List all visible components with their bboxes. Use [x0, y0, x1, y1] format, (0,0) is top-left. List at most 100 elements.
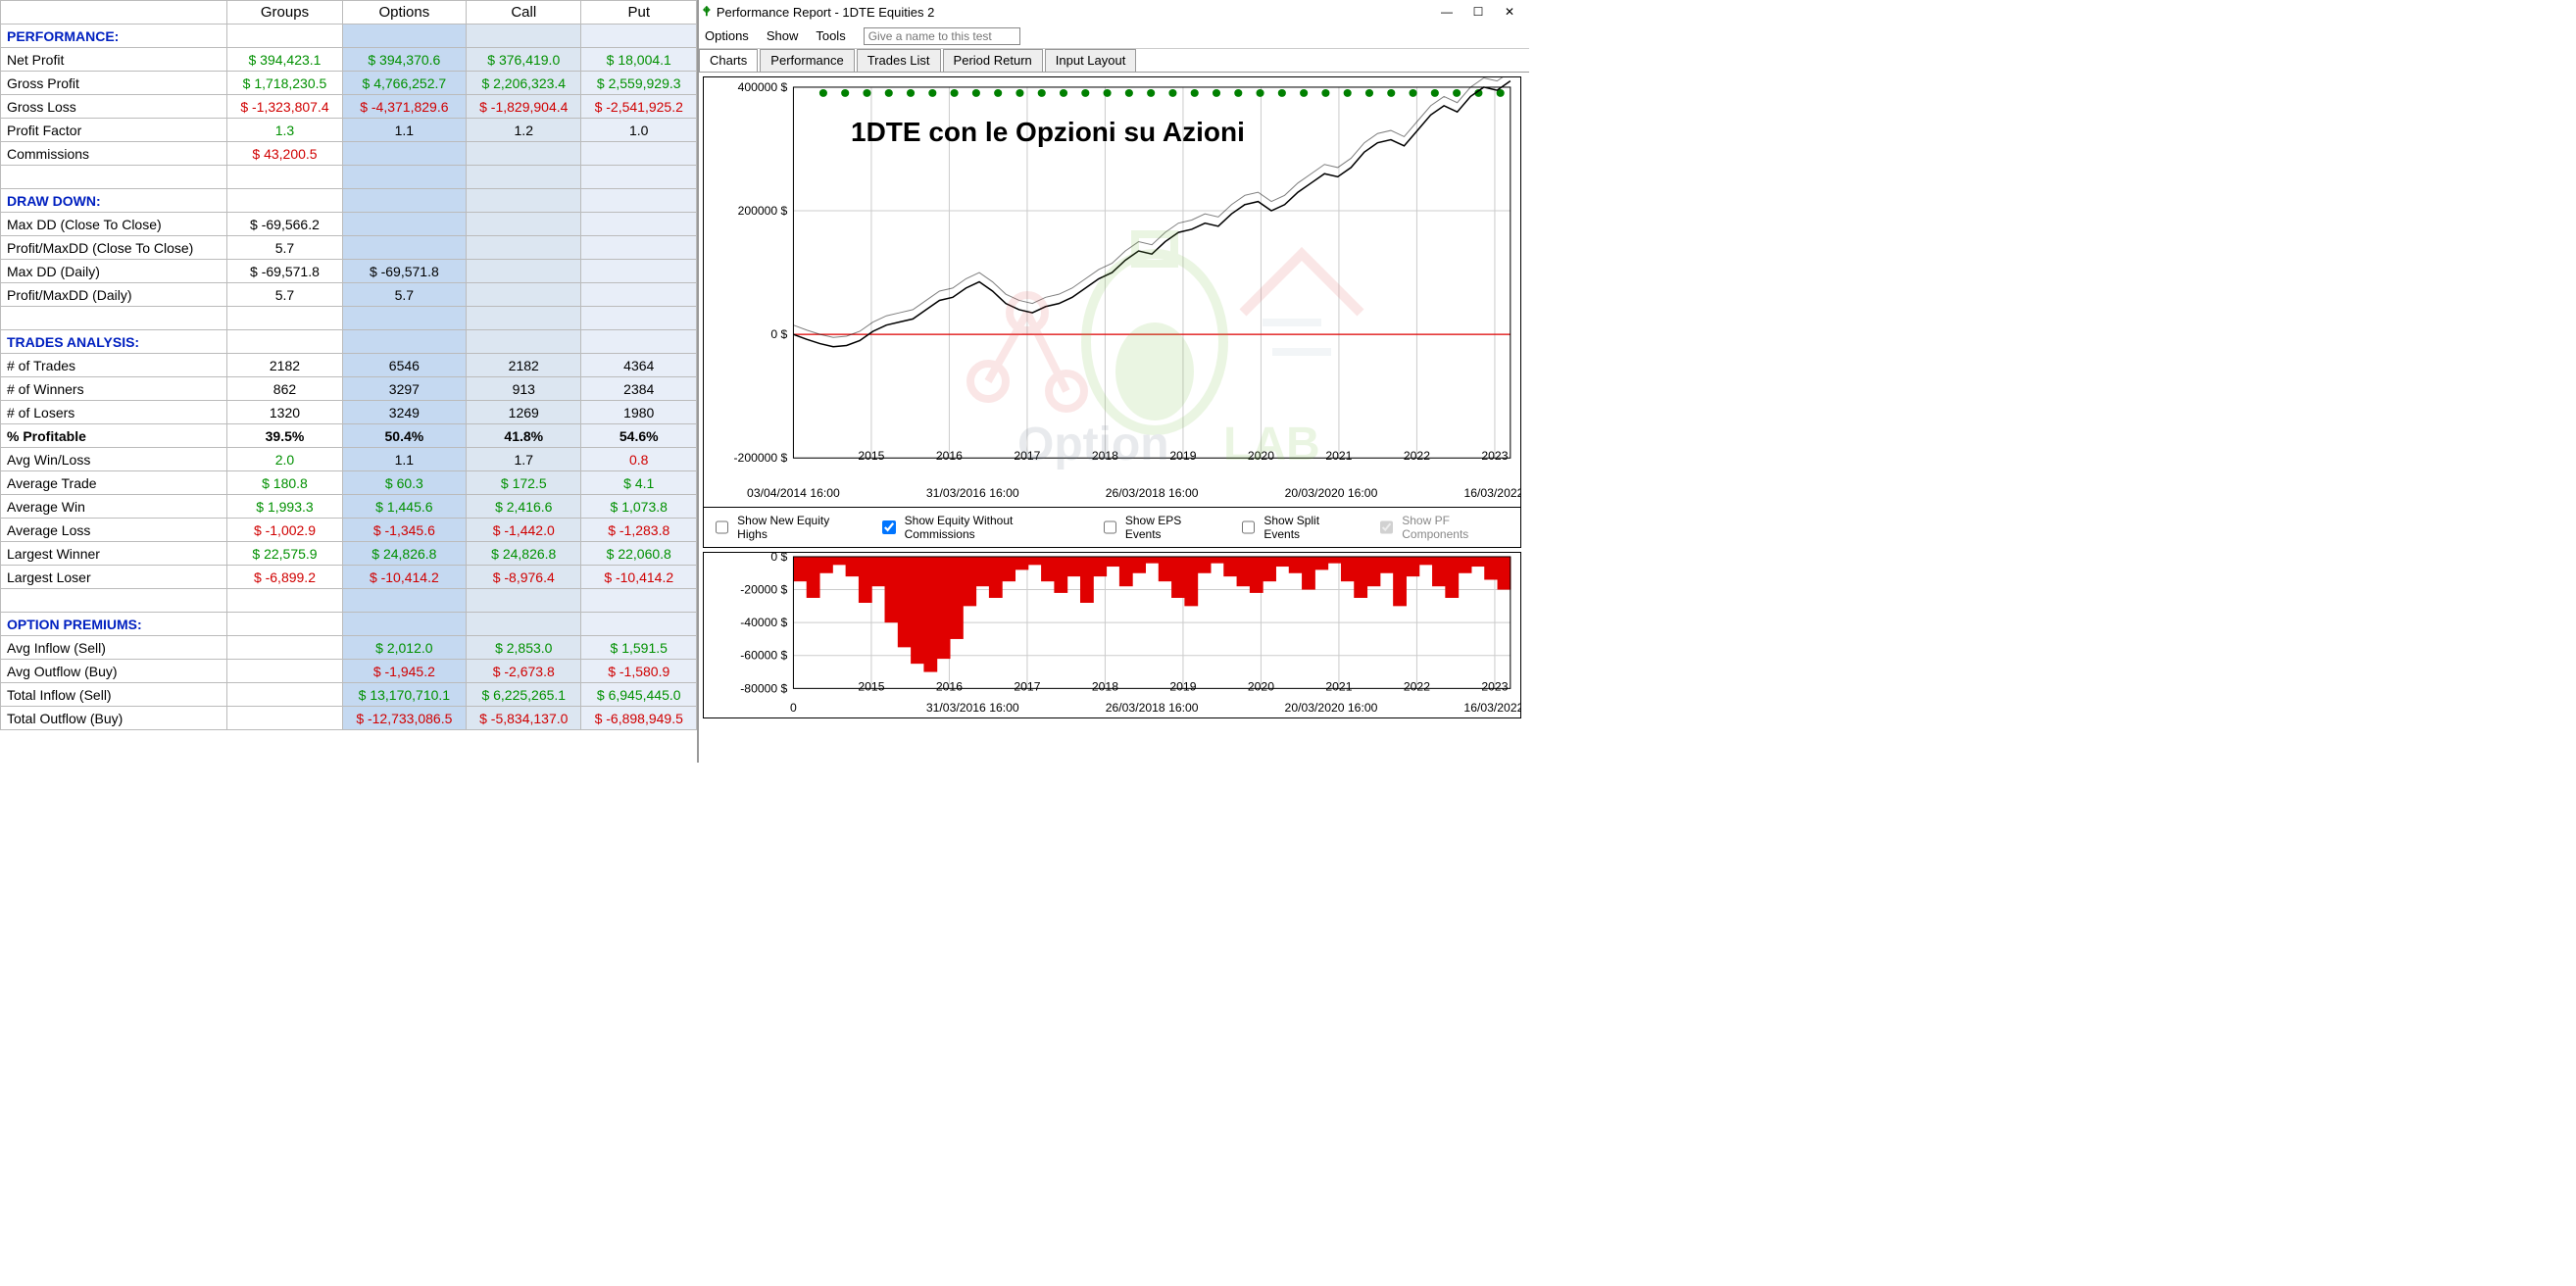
tabbar: ChartsPerformanceTrades ListPeriod Retur… [699, 49, 1529, 73]
test-name-input[interactable] [864, 27, 1020, 45]
checkbox-input[interactable] [1104, 520, 1116, 534]
row-label: % Profitable [1, 424, 227, 448]
chart-option-checkbox: Show PF Components [1376, 514, 1512, 541]
section-header: PERFORMANCE: [1, 25, 227, 48]
table-cell: $ 2,206,323.4 [467, 72, 581, 95]
row-label: Avg Outflow (Buy) [1, 660, 227, 683]
table-row: Largest Loser$ -6,899.2$ -10,414.2$ -8,9… [1, 566, 697, 589]
table-cell: 1269 [467, 401, 581, 424]
table-cell [342, 236, 466, 260]
svg-text:2021: 2021 [1325, 449, 1352, 463]
row-label: Avg Win/Loss [1, 448, 227, 471]
table-row: Avg Win/Loss2.01.11.70.8 [1, 448, 697, 471]
table-cell: 50.4% [342, 424, 466, 448]
table-row: Profit Factor1.31.11.21.0 [1, 119, 697, 142]
table-cell: 41.8% [467, 424, 581, 448]
table-row: # of Losers1320324912691980 [1, 401, 697, 424]
table-cell: 2182 [467, 354, 581, 377]
table-row: Average Trade$ 180.8$ 60.3$ 172.5$ 4.1 [1, 471, 697, 495]
table-cell: 1320 [227, 401, 342, 424]
table-cell: $ -6,899.2 [227, 566, 342, 589]
section-header: OPTION PREMIUMS: [1, 613, 227, 636]
table-cell: 1980 [581, 401, 697, 424]
table-cell: $ 2,853.0 [467, 636, 581, 660]
table-cell: $ 24,826.8 [467, 542, 581, 566]
row-label: Total Outflow (Buy) [1, 707, 227, 730]
chart-option-checkbox[interactable]: Show Split Events [1238, 514, 1353, 541]
row-label: Gross Profit [1, 72, 227, 95]
drawdown-chart: -80000 $-60000 $-40000 $-20000 $0 $20152… [703, 552, 1521, 718]
svg-text:2023: 2023 [1481, 449, 1508, 463]
chart-title: 1DTE con le Opzioni su Azioni [851, 117, 1245, 148]
table-cell: $ 394,370.6 [342, 48, 466, 72]
table-cell: $ -2,541,925.2 [581, 95, 697, 119]
table-cell: $ -10,414.2 [581, 566, 697, 589]
tab[interactable]: Performance [760, 49, 854, 72]
row-label: Average Win [1, 495, 227, 519]
table-cell: $ 376,419.0 [467, 48, 581, 72]
table-cell: $ 6,945,445.0 [581, 683, 697, 707]
maximize-button[interactable]: ☐ [1462, 1, 1494, 23]
table-cell: $ -69,566.2 [227, 213, 342, 236]
table-row: Largest Winner$ 22,575.9$ 24,826.8$ 24,8… [1, 542, 697, 566]
menu-item[interactable]: Options [705, 28, 749, 43]
tab[interactable]: Charts [699, 49, 758, 72]
row-label: Commissions [1, 142, 227, 166]
svg-text:2019: 2019 [1169, 449, 1196, 463]
table-cell: 1.1 [342, 448, 466, 471]
chart-option-checkbox[interactable]: Show Equity Without Commissions [878, 514, 1075, 541]
tab[interactable]: Input Layout [1045, 49, 1137, 72]
checkbox-input[interactable] [716, 520, 728, 534]
svg-text:2020: 2020 [1248, 449, 1274, 463]
svg-text:26/03/2018 16:00: 26/03/2018 16:00 [1106, 701, 1199, 715]
table-cell: 2.0 [227, 448, 342, 471]
table-cell: 913 [467, 377, 581, 401]
row-label: # of Winners [1, 377, 227, 401]
svg-text:-200000 $: -200000 $ [734, 451, 788, 465]
table-cell: $ -6,898,949.5 [581, 707, 697, 730]
chart-option-checkbox[interactable]: Show EPS Events [1100, 514, 1215, 541]
menu-item[interactable]: Show [767, 28, 799, 43]
svg-text:2020: 2020 [1248, 679, 1274, 693]
table-row: # of Winners86232979132384 [1, 377, 697, 401]
table-cell: 1.7 [467, 448, 581, 471]
minimize-button[interactable]: — [1431, 1, 1462, 23]
svg-text:2018: 2018 [1092, 449, 1118, 463]
table-row: Avg Inflow (Sell)$ 2,012.0$ 2,853.0$ 1,5… [1, 636, 697, 660]
table-cell: $ -1,323,807.4 [227, 95, 342, 119]
table-header: Groups [227, 1, 342, 25]
table-cell [581, 260, 697, 283]
checkbox-input[interactable] [882, 520, 895, 534]
table-cell [581, 236, 697, 260]
row-label: Net Profit [1, 48, 227, 72]
stats-table: GroupsOptionsCallPut PERFORMANCE:Net Pro… [0, 0, 697, 730]
window-title: Performance Report - 1DTE Equities 2 [717, 5, 935, 20]
table-cell: $ 1,993.3 [227, 495, 342, 519]
table-cell: $ 24,826.8 [342, 542, 466, 566]
menu-item[interactable]: Tools [816, 28, 845, 43]
table-cell: $ 18,004.1 [581, 48, 697, 72]
table-cell: $ 2,012.0 [342, 636, 466, 660]
close-button[interactable]: ✕ [1494, 1, 1525, 23]
table-row: Commissions$ 43,200.5 [1, 142, 697, 166]
table-cell: $ 180.8 [227, 471, 342, 495]
svg-text:2021: 2021 [1325, 679, 1352, 693]
table-row: # of Trades2182654621824364 [1, 354, 697, 377]
table-cell: $ -2,673.8 [467, 660, 581, 683]
equity-chart: 1DTE con le Opzioni su Azioni Option LAB [703, 76, 1521, 508]
svg-text:31/03/2016 16:00: 31/03/2016 16:00 [926, 701, 1019, 715]
tab[interactable]: Trades List [857, 49, 941, 72]
svg-text:2015: 2015 [858, 679, 884, 693]
table-row: Net Profit$ 394,423.1$ 394,370.6$ 376,41… [1, 48, 697, 72]
svg-text:31/03/2016 16:00: 31/03/2016 16:00 [926, 486, 1019, 500]
table-cell: 862 [227, 377, 342, 401]
row-label: Profit Factor [1, 119, 227, 142]
table-cell: $ 4.1 [581, 471, 697, 495]
chart-option-checkbox[interactable]: Show New Equity Highs [712, 514, 855, 541]
svg-text:2023: 2023 [1481, 679, 1508, 693]
table-row: Avg Outflow (Buy)$ -1,945.2$ -2,673.8$ -… [1, 660, 697, 683]
table-cell: $ 1,073.8 [581, 495, 697, 519]
checkbox-input[interactable] [1242, 520, 1255, 534]
svg-text:2015: 2015 [858, 449, 884, 463]
tab[interactable]: Period Return [943, 49, 1043, 72]
